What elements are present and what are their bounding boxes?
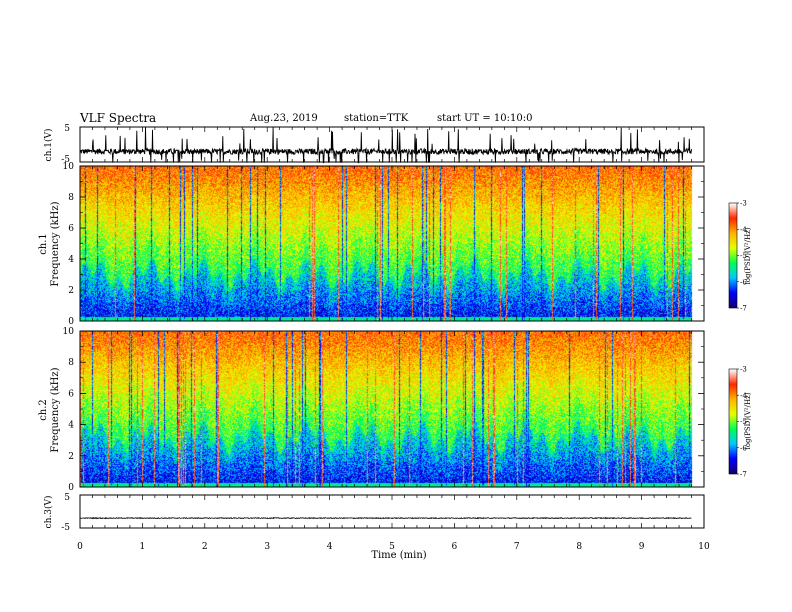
ch3-wave-ytick-top: 5 [64, 493, 70, 503]
ch3-wave-ylabel: ch.3(V) [43, 496, 54, 529]
ch2-ytick-label: 2 [68, 452, 74, 462]
x-tick-label: 3 [264, 542, 270, 552]
ch2-ytick-label: 0 [68, 483, 74, 493]
ch2-spec-ylabel-1: ch.2 [38, 399, 49, 421]
colorbar-tick-label: -7 [740, 471, 747, 479]
x-axis-label: Time (min) [371, 550, 426, 561]
colorbar-tick-label: -4 [740, 226, 747, 234]
colorbar-tick-label: -3 [740, 366, 747, 374]
ch1-ytick-label: 4 [68, 255, 74, 265]
ch1-wave-ylabel: ch.1(V) [43, 129, 54, 162]
date-label: Aug.23, 2019 [250, 113, 318, 124]
ch2-ytick-label: 10 [63, 327, 75, 337]
ch2-ytick-label: 8 [68, 358, 74, 368]
x-tick-label: 7 [514, 542, 520, 552]
ch2-spectrogram-image [80, 331, 704, 487]
ch1-colorbar-label: log(PSD)(V²/Hz) [744, 227, 752, 284]
ch1-colorbar: -3 -4 -5 -6 -7 [728, 200, 747, 313]
ch1-ytick-label: 2 [68, 286, 74, 296]
ch2-ytick-label: 4 [68, 421, 74, 431]
colorbar-tick-label: -6 [740, 444, 747, 452]
ch1-spec-ylabel-2: Frequency (kHz) [50, 201, 61, 286]
ch1-wave-ytick-top: 5 [64, 124, 70, 134]
ch1-ytick-label: 10 [63, 162, 75, 172]
colorbar-tick-label: -5 [740, 252, 747, 260]
colorbar-tick-label: -6 [740, 278, 747, 286]
colorbar-tick-label: -3 [740, 200, 747, 208]
x-tick-label: 5 [389, 542, 395, 552]
start-ut-label: start UT = 10:10:0 [437, 113, 533, 124]
x-tick-label: 1 [140, 542, 146, 552]
ch1-spectrogram-image [80, 166, 704, 321]
x-tick-label: 4 [327, 542, 333, 552]
ch2-colorbar: -3 -4 -5 -6 -7 [728, 366, 747, 479]
ch2-ytick-label: 6 [68, 389, 74, 399]
x-tick-label: 2 [202, 542, 208, 552]
x-tick-label: 6 [452, 542, 458, 552]
ch1-spec-ylabel-1: ch.1 [38, 233, 49, 255]
ch3-wave-ytick-bottom: -5 [61, 523, 70, 533]
x-tick-label: 0 [77, 542, 83, 552]
colorbar-tick-label: -7 [740, 305, 747, 313]
ch2-spec-ylabel-2: Frequency (kHz) [50, 367, 61, 452]
ch1-ytick-label: 8 [68, 193, 74, 203]
x-tick-label: 9 [639, 542, 645, 552]
x-tick-label: 8 [576, 542, 582, 552]
ch1-ytick-label: 0 [68, 317, 74, 327]
colorbar-gradient [729, 203, 737, 308]
station-label: station=TTK [344, 113, 409, 124]
chart-title: VLF Spectra [80, 111, 157, 125]
colorbar-tick-label: -4 [740, 392, 747, 400]
colorbar-tick-label: -5 [740, 418, 747, 426]
waveform-trace [80, 516, 692, 520]
ch1-wave-ytick-bottom: -5 [61, 155, 70, 165]
x-tick-label: 10 [698, 542, 710, 552]
colorbar-gradient [729, 369, 737, 474]
ch1-ytick-label: 6 [68, 224, 74, 234]
waveform-trace [79, 127, 692, 164]
ch2-colorbar-label: log(PSD)(V²/Hz) [744, 392, 752, 449]
